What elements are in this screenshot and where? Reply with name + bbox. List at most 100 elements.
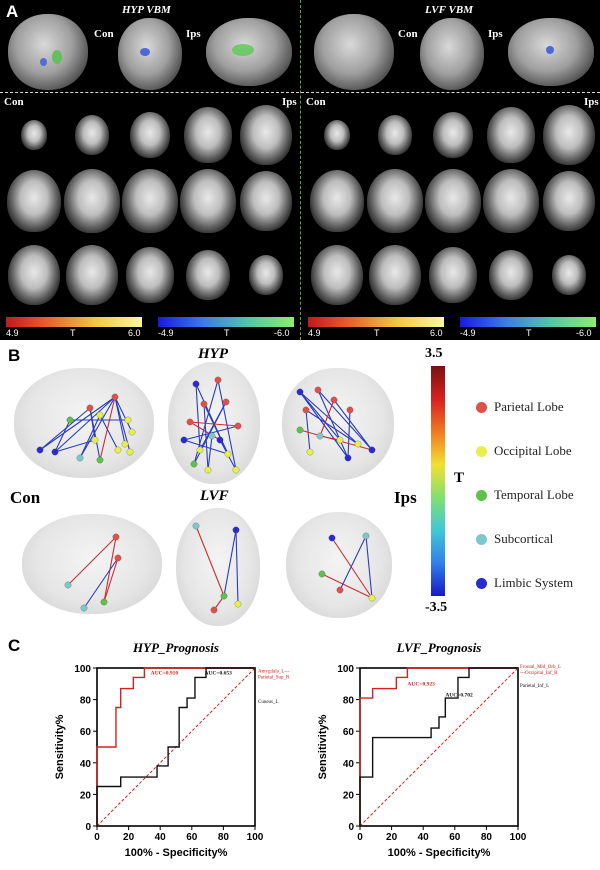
connectivity-edge: [317, 389, 373, 451]
x-tick-label: 100: [247, 832, 264, 843]
region-node: [64, 581, 72, 589]
render-section-divider: [0, 92, 600, 93]
glass-brain-coronal-hyp: [282, 368, 394, 480]
axial-slice: [543, 171, 595, 231]
glass-brain-axial-lvf: [176, 508, 260, 626]
con-label: Con: [306, 96, 326, 108]
colorbar-min-label: 4.9: [6, 328, 19, 338]
colorbar-positive-lvf: [308, 317, 444, 327]
axial-slice: [487, 107, 535, 163]
connectivity-network-svg: [36, 376, 376, 614]
ips-label: Ips: [186, 28, 201, 40]
roc-title: HYP_Prognosis: [132, 640, 219, 655]
series-label: Amygdala_L---: [258, 670, 290, 675]
connectivity-edge: [79, 414, 101, 459]
region-node: [128, 428, 136, 436]
x-tick-label: 40: [418, 832, 430, 843]
axial-slice: [66, 245, 118, 305]
region-node: [204, 466, 212, 474]
hyp-vbm-title: HYP VBM: [122, 4, 171, 16]
hyp-network-title: HYP: [198, 346, 228, 362]
x-tick-label: 20: [123, 832, 135, 843]
connectivity-edge: [39, 407, 91, 451]
y-tick-label: 100: [74, 664, 91, 675]
x-tick-label: 80: [481, 832, 493, 843]
axial-slice: [324, 120, 350, 150]
region-node: [36, 446, 44, 454]
connectivity-edge: [299, 429, 373, 451]
y-tick-label: 0: [348, 822, 354, 833]
axial-slice: [378, 115, 412, 155]
region-node: [192, 522, 200, 530]
legend-swatch: [476, 578, 487, 589]
auc-label: AUC=0.702: [445, 692, 473, 698]
region-node: [76, 454, 84, 462]
ips-label: Ips: [394, 488, 417, 507]
region-node: [208, 432, 216, 440]
region-node: [354, 440, 362, 448]
region-node: [192, 380, 200, 388]
vbm-cluster: [232, 44, 254, 56]
series-label: Parietal_Sup_R: [258, 676, 290, 681]
colorbar-min-label: -4.9: [158, 328, 174, 338]
t-colorbar-max: 3.5: [425, 346, 443, 361]
connectivity-edge: [189, 421, 239, 427]
axial-slice: [64, 168, 120, 234]
x-axis-title: 100% - Specificity%: [125, 847, 228, 859]
region-node: [96, 411, 104, 419]
roc-curve: [96, 667, 255, 826]
connectivity-edge: [99, 396, 116, 461]
ips-label: Ips: [488, 28, 503, 40]
connectivity-edge: [207, 435, 213, 471]
region-node: [336, 586, 344, 594]
connectivity-edge: [347, 409, 351, 459]
connectivity-edge: [54, 396, 116, 453]
legend-swatch: [476, 534, 487, 545]
axial-slice: [489, 249, 533, 301]
connectivity-edge: [319, 435, 341, 441]
colorbar-max-label: -6.0: [274, 328, 290, 338]
series-label: ---Occipital_Inf_R: [520, 671, 558, 676]
region-node: [186, 418, 194, 426]
auc-label: AUC=0.653: [204, 670, 232, 676]
region-node: [368, 594, 376, 602]
series-label: Frontal_Mid_Orb_L: [520, 665, 561, 670]
axial-slice: [8, 245, 60, 305]
region-node: [124, 416, 132, 424]
colorbar-mid-label: T: [526, 328, 532, 338]
vbm-cluster: [140, 48, 150, 56]
x-tick-label: 60: [449, 832, 461, 843]
connectivity-edge: [99, 414, 119, 451]
region-node: [220, 592, 228, 600]
con-label: Con: [10, 488, 41, 507]
x-tick-label: 0: [357, 832, 363, 843]
brain-render-dorsal-lvf: [314, 14, 394, 90]
legend-swatch: [476, 446, 487, 457]
connectivity-edge: [183, 439, 229, 455]
region-node: [96, 456, 104, 464]
x-tick-label: 60: [186, 832, 198, 843]
connectivity-edge: [195, 383, 201, 451]
colorbar-mid-label: T: [70, 328, 76, 338]
x-tick-label: 100: [510, 832, 527, 843]
region-node: [234, 422, 242, 430]
connectivity-edge: [299, 391, 359, 445]
panel-b-letter: B: [8, 346, 21, 365]
roc-curve: [359, 667, 518, 826]
x-tick-label: 40: [155, 832, 167, 843]
x-tick-label: 0: [94, 832, 100, 843]
connectivity-edge: [103, 557, 119, 603]
axial-slice: [433, 112, 473, 158]
vbm-cluster: [546, 46, 554, 54]
region-node: [330, 396, 338, 404]
colorbar-max-label: 6.0: [430, 328, 443, 338]
ips-label: Ips: [584, 96, 599, 108]
axial-slice: [186, 249, 230, 301]
y-tick-label: 60: [343, 727, 355, 738]
axial-slice: [240, 171, 292, 231]
region-node: [190, 460, 198, 468]
y-tick-label: 80: [343, 696, 355, 707]
colorbar-max-label: -6.0: [576, 328, 592, 338]
axial-slice: [425, 168, 481, 234]
vbm-cluster: [40, 58, 47, 66]
